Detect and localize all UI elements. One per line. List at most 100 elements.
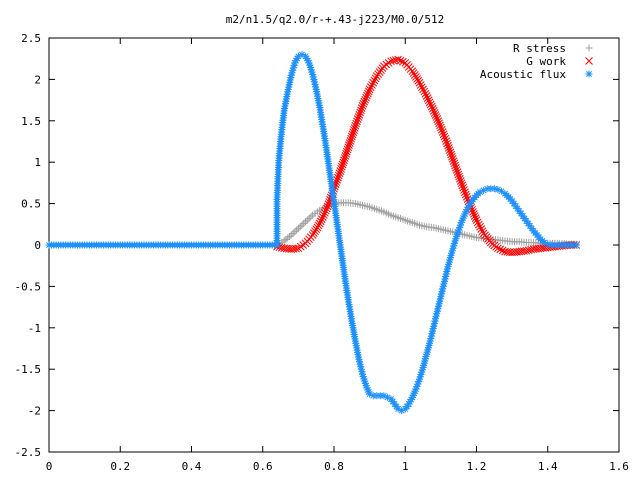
data-point-fill [473,218,482,227]
data-point-fill [320,208,329,217]
data-point-fill [461,190,470,199]
data-point-fill [455,172,463,181]
data-point-fill [452,163,460,172]
data-point-fill [423,94,432,102]
data-point [365,85,374,94]
data-point-fill [338,160,347,169]
legend-label: G work [526,55,566,68]
data-point [522,246,531,255]
data-point-fill [340,156,348,165]
data-point-fill [421,89,430,98]
y-tick-label: 0 [34,239,41,252]
data-point-fill [416,81,425,89]
data-point-fill [453,168,462,176]
data-point [437,123,445,132]
data-point-fill [436,121,444,130]
data-point-fill [440,132,449,141]
data-point-fill [361,95,370,104]
data-point-fill [298,221,306,229]
data-point-fill [433,115,442,123]
y-tick-label: -1.5 [15,363,42,376]
data-point-fill [296,223,304,231]
axes: 0 0.2 0.4 0.6 0.8 1 1.2 1.4 1.6 2.5 2 1.5 1 0.5 0 -0.5 -… [15,32,629,473]
data-point-fill [359,99,368,108]
x-tick-label: 0.8 [324,460,344,473]
data-point-fill [443,139,451,148]
data-point-fill [447,150,456,159]
data-point-fill [419,85,427,94]
data-point-fill [446,148,455,157]
data-point [344,143,353,152]
legend-marker [585,44,593,52]
data-point-fill [459,183,467,192]
data-point-fill [337,162,346,171]
data-point-fill [291,228,299,236]
data-point-fill [313,223,322,232]
data-point-fill [353,115,362,123]
data-point-fill [334,171,343,180]
data-point-fill [428,104,437,113]
data-point-fill [371,74,380,83]
data-point [394,55,402,64]
data-point-fill [418,83,426,91]
data-point-fill [478,227,487,236]
chart-marks [45,51,581,415]
data-point-fill [454,170,463,179]
data-point-fill [470,212,479,220]
data-point-fill [471,214,480,222]
data-point [494,244,502,253]
data-point-fill [452,166,461,174]
data-point-fill [322,206,330,215]
data-point-fill [430,109,439,117]
data-point-fill [300,219,308,227]
data-point-fill [496,245,505,254]
data-point [337,164,345,173]
data-point-fill [442,137,451,145]
data-point-fill [318,213,327,221]
y-tick-label: -2.5 [15,446,42,459]
data-point-fill [448,155,457,163]
x-tick-label: 1.4 [538,460,558,473]
data-point-fill [457,179,466,188]
data-point-fill [527,245,535,254]
data-point-fill [456,177,465,185]
data-point-fill [314,221,323,230]
data-point [422,92,431,100]
data-point [387,57,395,66]
data-point-fill [323,202,332,211]
data-point-fill [434,117,443,126]
data-point-fill [345,141,353,149]
y-tick-label: 2.5 [21,32,41,45]
data-point [497,187,505,195]
data-point [302,218,309,226]
data-point-fill [475,220,483,229]
data-point [429,107,438,115]
data-point-fill [438,128,447,136]
chart-title: m2/n1.5/q2.0/r-+.43-j223/M0.0/512 [226,13,445,26]
data-point-fill [409,69,418,77]
data-point-fill [335,169,344,178]
data-point-fill [369,78,378,87]
data-point-fill [382,60,391,69]
data-point-fill [312,225,321,234]
data-point [323,204,331,213]
data-point-fill [363,89,372,98]
data-point-fill [477,225,486,233]
legend-label: Acoustic flux [480,68,566,81]
data-point-fill [340,154,349,162]
data-point-fill [334,173,342,182]
data-point-fill [342,149,350,158]
data-point-fill [292,244,300,253]
data-point-fill [349,128,358,137]
data-point-fill [456,174,464,183]
data-point-fill [448,247,456,255]
data-point-fill [368,81,376,89]
data-point-fill [355,110,364,119]
data-point-fill [347,134,355,143]
x-tick-label: 1 [402,460,409,473]
data-point-fill [354,113,363,121]
data-point-fill [396,56,405,65]
data-point-fill [445,146,454,154]
data-point-fill [362,93,370,102]
